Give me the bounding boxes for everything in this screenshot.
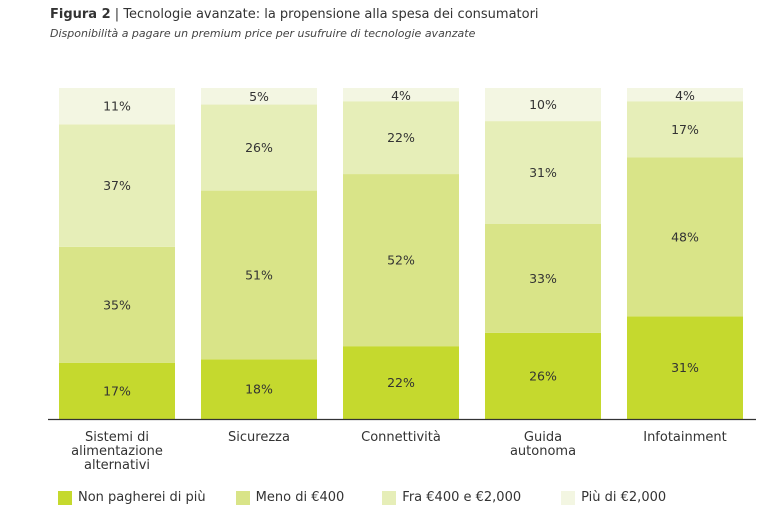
category-label: Connettività [361,430,441,445]
legend-swatch [561,490,576,505]
chart-title: Figura 2 | Tecnologie avanzate: la prope… [50,7,539,22]
category-label: Infotainment [643,430,727,445]
segment-value-label: 4% [391,88,411,103]
bar-segment [59,246,175,363]
legend-item: Fra €400 e €2,000 [382,490,521,505]
bar-segment [627,101,743,158]
bar-segment [485,332,601,419]
segment-value-label: 33% [529,271,557,286]
chart-subtitle: Disponibilità a pagare un premium price … [50,27,476,40]
segment-value-label: 31% [671,360,699,375]
segment-value-label: 26% [245,140,273,155]
legend-swatch [382,490,397,505]
segment-value-label: 37% [103,178,131,193]
stacked-bar-chart: 17% 35% 37% 11% 18% 51% 26% 5% 22% 52% 22% 4% 26% 33%… [48,88,756,473]
legend-label: Fra €400 e €2,000 [402,490,522,505]
bar-segment [59,362,175,419]
segment-value-label: 5% [249,89,269,104]
segment-value-label: 18% [245,382,273,397]
segment-value-label: 17% [103,383,131,398]
bar-segment [485,88,601,122]
legend: Non pagherei di più Meno di €400 Fra €400 … [58,490,666,505]
category-label: Sistemi di [85,430,149,445]
segment-value-label: 22% [387,130,415,145]
bar-segment [627,316,743,419]
figure-label: Figura 2 [50,7,111,22]
bar-segment [201,190,317,360]
legend-label: Non pagherei di più [78,490,206,505]
bar-segment [343,346,459,419]
segment-value-label: 31% [529,165,557,180]
bar-segment [201,88,317,105]
segment-value-label: 51% [245,268,273,283]
bar-segment [485,121,601,224]
legend-swatch [58,490,72,505]
bar-segment [201,104,317,191]
segment-value-label: 26% [529,368,557,383]
segment-labels-group: 17% 35% 37% 11% 18% 51% 26% 5% 22% 52% 22% 4% 26% 33%… [103,88,699,398]
segment-value-label: 22% [387,375,415,390]
segment-value-label: 4% [675,88,695,103]
bars-group [59,88,743,419]
bar-segment [343,174,459,347]
category-label: Guida [524,430,562,445]
bar-segment [343,88,459,102]
bar-segment [485,223,601,333]
title-separator: | [110,7,124,22]
bar-segment [201,359,317,419]
category-label: alternativi [84,458,150,473]
segment-value-label: 35% [103,297,131,312]
segment-value-label: 52% [387,253,415,268]
bar-segment [59,88,175,125]
legend-item: Meno di €400 [235,490,345,505]
category-label: Sicurezza [228,430,290,445]
segment-value-label: 11% [103,99,131,114]
bar-segment [627,157,743,317]
bar-segment [627,88,743,102]
legend-item: Più di €2,000 [561,490,666,505]
bar-segment [343,101,459,175]
legend-label: Più di €2,000 [581,490,667,505]
segment-value-label: 10% [529,97,557,112]
legend-item: Non pagherei di più [58,490,206,505]
legend-swatch [235,490,250,505]
category-label: autonoma [510,444,576,459]
bar-segment [59,124,175,247]
legend-label: Meno di €400 [255,490,345,505]
segment-value-label: 48% [671,229,699,244]
segment-value-label: 17% [671,122,699,137]
title-text: Tecnologie avanzate: la propensione alla… [123,7,539,22]
category-label: alimentazione [71,444,163,459]
